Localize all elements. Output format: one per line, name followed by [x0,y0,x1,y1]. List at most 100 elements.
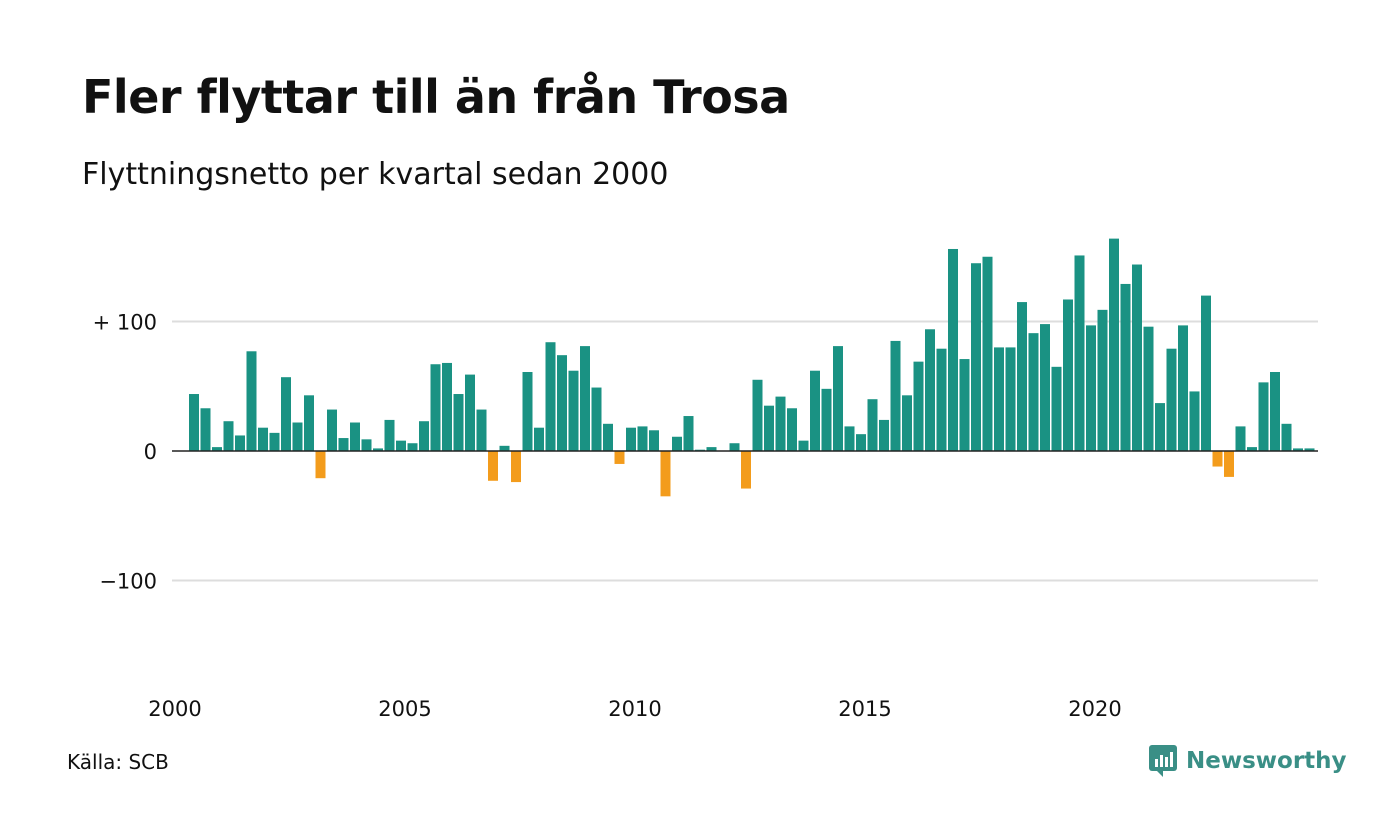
bar-positive [1132,264,1142,451]
bar-negative [1212,451,1223,467]
bar-layer [189,238,1315,497]
bar-negative [614,451,625,464]
bar-positive [557,355,567,451]
bar-positive [1293,448,1303,451]
bar-positive [1166,348,1177,451]
bar-positive [281,377,291,451]
x-tick-label: 2000 [148,697,201,721]
source-note: Källa: SCB [67,750,169,774]
bar-positive [212,447,222,451]
bar-positive [764,405,774,451]
bar-positive [706,447,717,451]
bar-positive [568,370,579,451]
chart-title: Fler flyttar till än från Trosa [82,70,790,124]
bar-positive [1247,447,1257,451]
bar-positive [1005,347,1016,451]
x-tick-label: 2020 [1068,697,1121,721]
bar-positive [1189,391,1200,451]
bar-positive [361,439,372,451]
bar-positive [235,435,245,451]
bar-positive [419,421,429,451]
bar-positive [223,421,234,451]
bar-positive [948,248,958,451]
bar-positive [787,408,797,451]
bar-positive [384,419,395,451]
bar-positive [1281,423,1292,451]
bar-positive [269,432,280,451]
bar-positive [1109,238,1119,451]
y-tick-label: 0 [144,440,157,464]
bar-positive [591,387,602,451]
bar-positive [304,395,314,451]
bar-positive [534,427,544,451]
bar-positive [626,427,636,451]
bar-positive [1155,403,1165,451]
bar-positive [856,434,866,451]
bar-positive [1178,325,1188,451]
bar-positive [1051,366,1062,451]
newsworthy-logo-icon [1149,745,1177,777]
bar-positive [1143,326,1154,451]
bar-positive [982,256,993,451]
bar-positive [189,394,199,451]
bar-positive [959,359,970,451]
bar-positive [844,426,855,451]
bar-positive [522,372,533,451]
bar-positive [499,445,510,451]
chart-subtitle: Flyttningsnetto per kvartal sedan 2000 [82,157,669,192]
bar-positive [1097,309,1108,451]
bar-positive [798,440,809,451]
bar-positive [879,419,889,451]
bar-positive [338,438,349,451]
bar-positive [292,422,303,451]
bar-negative [741,451,751,489]
bar-positive [545,342,556,451]
axis-layer: + 100 0 −100 2000 2005 2010 2015 2020 [93,311,1318,721]
newsworthy-logo-text: Newsworthy [1186,748,1347,774]
bar-positive [453,394,464,451]
bar-positive [396,440,406,451]
bar-positive [442,362,452,451]
x-tick-label: 2010 [608,697,661,721]
bar-positive [925,329,935,451]
bar-positive [200,408,211,451]
bar-positive [821,388,832,451]
bar-negative [1224,451,1234,477]
bar-positive [867,399,878,451]
bar-positive [637,426,648,451]
bar-positive [350,422,360,451]
bar-positive [936,348,947,451]
bar-positive [1074,255,1085,451]
bar-positive [971,263,981,451]
bar-positive [1017,302,1027,451]
bar-positive [672,436,682,451]
bar-positive [407,443,418,451]
bar-positive [430,364,441,451]
bar-positive [373,448,383,451]
y-tick-label: + 100 [93,311,157,335]
bar-positive [775,396,786,451]
bar-positive [683,416,694,451]
bar-positive [1201,295,1211,451]
bar-positive [913,361,924,451]
bar-positive [603,423,613,451]
bar-positive [1304,448,1315,451]
bar-positive [580,346,590,451]
bar-positive [1235,426,1246,451]
bar-negative [488,451,498,481]
bar-positive [1040,324,1050,451]
bar-positive [1086,325,1096,451]
y-tick-label: −100 [99,570,157,594]
bar-positive [465,374,475,451]
bar-positive [649,430,659,451]
x-tick-label: 2015 [838,697,891,721]
bar-positive [890,340,901,451]
bar-negative [511,451,521,483]
bar-positive [327,409,337,451]
bar-positive [729,443,740,451]
bar-positive [994,347,1004,451]
bar-positive [476,409,487,451]
bar-negative [660,451,671,497]
bar-positive [1063,299,1073,451]
